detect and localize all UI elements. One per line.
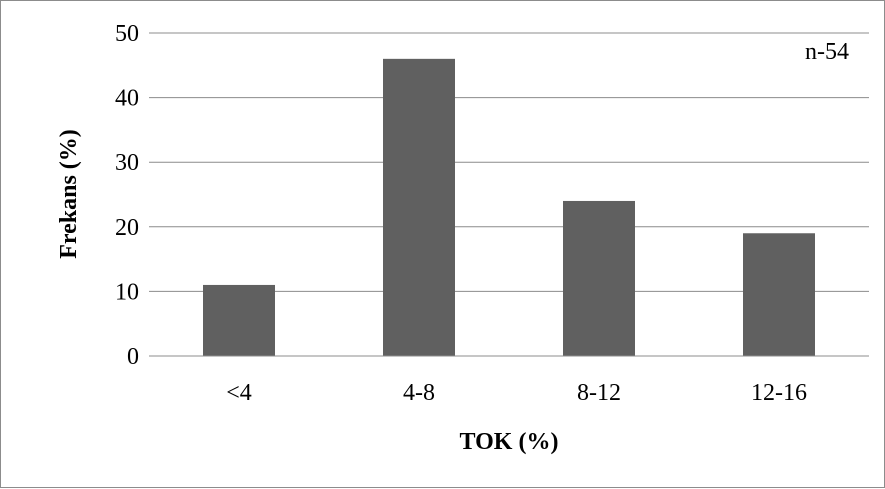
y-tick-label: 0: [127, 344, 139, 370]
y-tick-label: 20: [115, 215, 139, 241]
bars: [203, 58, 815, 357]
x-tick-label: 12-16: [751, 380, 807, 406]
bar-3: [743, 233, 815, 356]
y-axis-title: Frekans (%): [56, 129, 82, 259]
x-tick-labels: <4 4-8 8-12 12-16: [226, 380, 807, 406]
x-axis-title: TOK (%): [460, 429, 559, 455]
sample-size-annotation: n-54: [805, 39, 849, 65]
y-tick-label: 30: [115, 150, 139, 176]
x-tick-label: 4-8: [403, 380, 435, 406]
y-tick-label: 10: [115, 279, 139, 305]
x-tick-label: <4: [226, 380, 252, 406]
y-tick-label: 50: [115, 21, 139, 47]
x-tick-label: 8-12: [577, 380, 621, 406]
y-tick-labels: 0 10 20 30 40 50: [115, 21, 139, 370]
y-tick-label: 40: [115, 86, 139, 112]
bar-2: [563, 200, 635, 356]
bar-0: [203, 284, 275, 356]
bar-1: [383, 58, 455, 357]
